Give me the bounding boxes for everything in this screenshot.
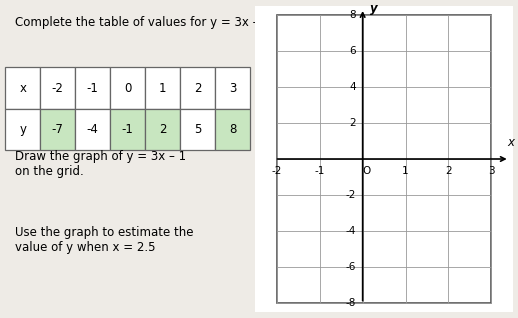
Text: -1: -1 <box>87 81 99 94</box>
FancyBboxPatch shape <box>40 109 75 150</box>
FancyBboxPatch shape <box>180 109 215 150</box>
Text: -1: -1 <box>314 166 325 176</box>
Text: Complete the table of values for y = 3x – 1: Complete the table of values for y = 3x … <box>15 16 270 29</box>
Text: -4: -4 <box>346 226 356 236</box>
Text: x: x <box>19 81 26 94</box>
FancyBboxPatch shape <box>5 67 40 109</box>
Text: 2: 2 <box>194 81 202 94</box>
Text: -4: -4 <box>87 123 99 136</box>
Text: 1: 1 <box>402 166 409 176</box>
FancyBboxPatch shape <box>5 109 40 150</box>
Text: Draw the graph of y = 3x – 1
on the grid.: Draw the graph of y = 3x – 1 on the grid… <box>15 150 186 178</box>
Text: Use the graph to estimate the
value of y when x = 2.5: Use the graph to estimate the value of y… <box>15 226 194 254</box>
Text: -2: -2 <box>346 190 356 200</box>
FancyBboxPatch shape <box>180 67 215 109</box>
Text: -1: -1 <box>122 123 134 136</box>
Text: 5: 5 <box>194 123 202 136</box>
FancyBboxPatch shape <box>110 67 145 109</box>
FancyBboxPatch shape <box>40 67 75 109</box>
Text: 8: 8 <box>229 123 237 136</box>
Text: -6: -6 <box>346 262 356 272</box>
Bar <box>277 15 492 303</box>
Text: y: y <box>370 2 378 15</box>
FancyBboxPatch shape <box>110 109 145 150</box>
FancyBboxPatch shape <box>145 67 180 109</box>
FancyBboxPatch shape <box>145 109 180 150</box>
Text: O: O <box>362 166 370 176</box>
Text: 4: 4 <box>350 82 356 92</box>
Text: 0: 0 <box>124 81 132 94</box>
Text: 8: 8 <box>350 10 356 20</box>
Text: y: y <box>19 123 26 136</box>
Text: 2: 2 <box>445 166 452 176</box>
Text: 2: 2 <box>159 123 167 136</box>
FancyBboxPatch shape <box>75 109 110 150</box>
Text: -7: -7 <box>52 123 64 136</box>
Text: -2: -2 <box>52 81 64 94</box>
Text: -2: -2 <box>271 166 282 176</box>
Text: x: x <box>507 136 514 149</box>
Text: 6: 6 <box>350 46 356 56</box>
Text: 3: 3 <box>488 166 495 176</box>
Text: 3: 3 <box>229 81 237 94</box>
Text: -8: -8 <box>346 298 356 308</box>
FancyBboxPatch shape <box>215 109 250 150</box>
Text: 2: 2 <box>350 118 356 128</box>
Text: 1: 1 <box>159 81 167 94</box>
FancyBboxPatch shape <box>215 67 250 109</box>
FancyBboxPatch shape <box>75 67 110 109</box>
